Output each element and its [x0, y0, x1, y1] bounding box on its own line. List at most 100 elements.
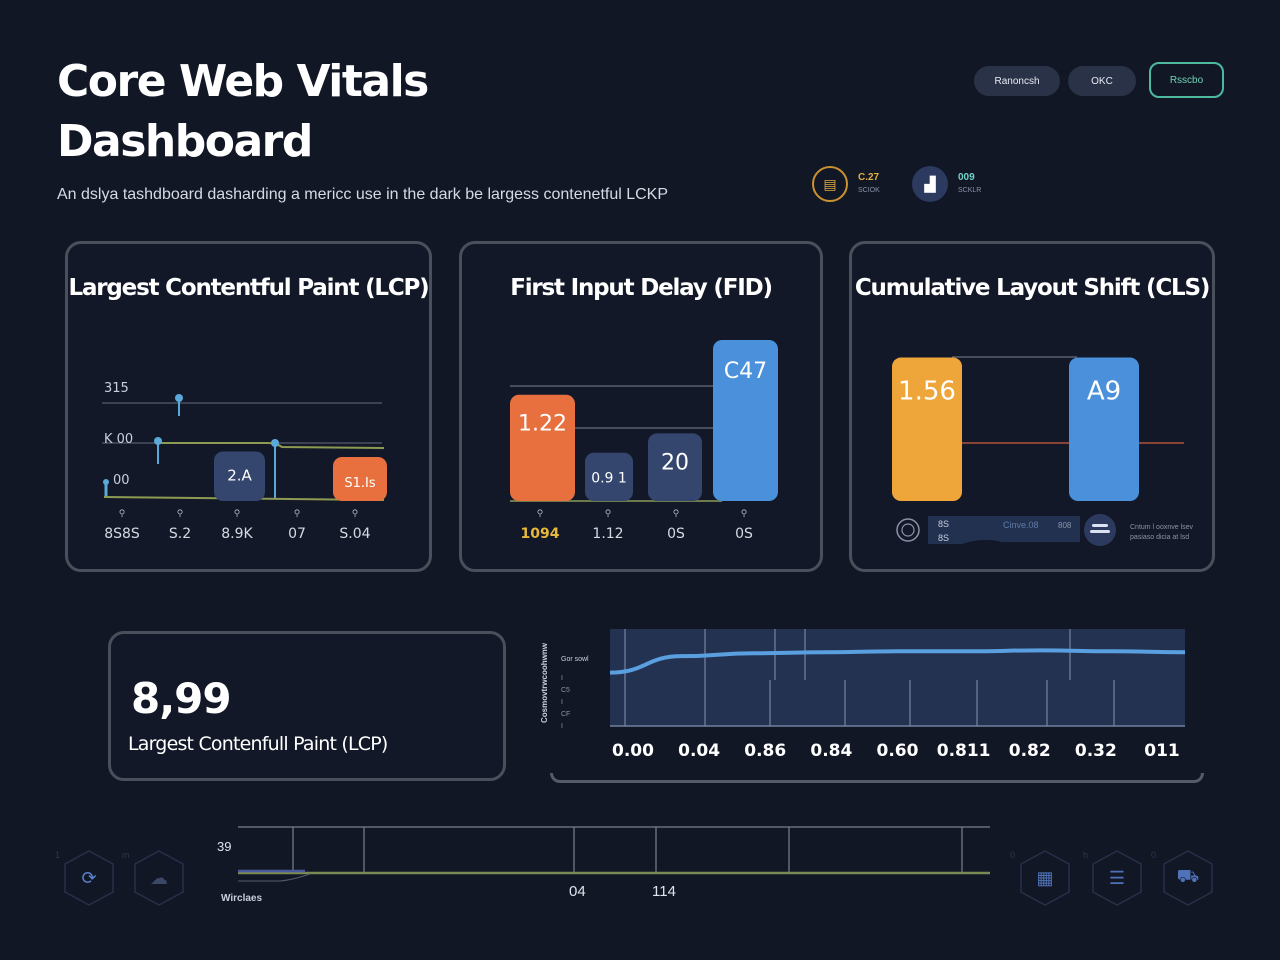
minor-tick: C5: [561, 687, 570, 694]
timeline-plot: 39 04 114 Wirclaes: [217, 826, 990, 904]
trend-x-tick: 0.811: [937, 741, 991, 761]
lcp-bar-label: 2.A: [227, 467, 252, 485]
fid-bar: [585, 452, 633, 501]
header-button-2[interactable]: OKC: [1068, 66, 1136, 96]
lcp-chart: 315 K 00 00 2.A S1.Is ⚲ 8S8S ⚲ S.2 ⚲ 8.9K ⚲ 07 ⚲ S…: [102, 381, 387, 542]
timeline-x-tick: 04: [569, 883, 586, 900]
lcp-x-icon: ⚲: [352, 508, 359, 518]
hex-tag: 0: [1010, 850, 1016, 860]
summary-label: Largest Contenfull Paint (LCP): [128, 733, 388, 755]
stack-icon: [1090, 530, 1110, 533]
y-tick: 315: [104, 381, 129, 396]
stat-chip-value: C.27: [858, 172, 880, 183]
data-point: [154, 437, 162, 445]
fid-x-icon: ⚲: [537, 508, 544, 518]
refresh-icon[interactable]: [896, 518, 920, 542]
cls-card: Cumulative Layout Shift (CLS) 1.56 A9 8S …: [849, 241, 1215, 572]
hex-outline: [134, 850, 184, 906]
trend-chart: Cosmovtrwcoohwnw Gor sowl I C5 I CF I 0.00 0.…: [540, 620, 1220, 785]
nav-table-button[interactable]: ☰: [1091, 849, 1143, 907]
nav-bag-button[interactable]: ⛟: [1162, 849, 1214, 907]
gauge-icon: ▤: [812, 166, 848, 202]
summary-card: 8,99 Largest Contenfull Paint (LCP): [108, 631, 506, 781]
lcp-card-title: Largest Contentful Paint (LCP): [68, 275, 430, 301]
header-button-3[interactable]: Rsscbo: [1149, 62, 1224, 98]
lcp-bar: [333, 457, 387, 501]
chart-icon: ▟: [912, 166, 948, 202]
footer-caption: Cntum l ooxnve lsev: [1130, 524, 1194, 531]
trend-x-tick: 0.04: [678, 741, 720, 761]
footer-text: 8S: [938, 519, 949, 529]
cls-bar-label: 1.56: [898, 377, 956, 407]
cls-bar: [892, 357, 962, 501]
minor-tick: CF: [561, 711, 570, 718]
hex-tag: 1: [55, 850, 61, 860]
trend-x-tick: 0.00: [612, 741, 654, 761]
lcp-x-icon: ⚲: [119, 508, 126, 518]
page-title: Core Web Vitals Dashboard: [57, 56, 429, 167]
fid-bar-label: 1.22: [518, 412, 567, 437]
hex-outline: [1092, 850, 1142, 906]
fid-bar-label: 0.9 1: [591, 471, 627, 487]
lcp-x-label: 8S8S: [104, 526, 140, 542]
fid-bar-label: C47: [724, 359, 767, 384]
footer-slider-track[interactable]: [928, 516, 1080, 544]
fid-x-icon: ⚲: [605, 508, 612, 518]
timeline-label: Wirclaes: [221, 893, 262, 904]
cls-chart: 1.56 A9 8S 8S Cinve.08 808 Cntum l ooxnve…: [892, 356, 1194, 546]
sync-icon: ⟳: [81, 867, 97, 888]
data-point: [103, 479, 109, 485]
lcp-bar-label: S1.Is: [344, 476, 375, 491]
trend-x-tick: 0.32: [1075, 741, 1117, 761]
timeline-y-tick: 39: [217, 839, 231, 854]
cls-bar: [1069, 357, 1139, 501]
table-icon: ☰: [1108, 867, 1126, 888]
refresh-icon-inner: [901, 523, 915, 537]
footer-value: 808: [1058, 521, 1072, 530]
lcp-x-label: S.2: [169, 526, 191, 542]
trend-x-tick: 0.82: [1009, 741, 1051, 761]
hex-outline: [1163, 850, 1213, 906]
lcp-x-label: 8.9K: [221, 526, 253, 542]
cloud-icon: ☁: [150, 867, 168, 888]
lcp-x-icon: ⚲: [177, 508, 184, 518]
hex-outline: [1020, 850, 1070, 906]
fid-bar-label: 20: [661, 450, 689, 475]
trend-legend: Gor sowl: [561, 656, 589, 663]
stat-chip-1: ▤ C.27 SCIOK: [812, 166, 880, 202]
trend-x-tick: 011: [1144, 741, 1180, 761]
fid-x-icon: ⚲: [673, 508, 680, 518]
y-tick: K 00: [104, 432, 133, 447]
stat-chip-label: SCIOK: [858, 187, 880, 194]
fid-x-label: 0S: [667, 526, 685, 542]
nav-cloud-button[interactable]: ☁: [133, 849, 185, 907]
lcp-card: Largest Contentful Paint (LCP) 315 K 00 …: [65, 241, 432, 572]
fid-x-icon: ⚲: [741, 508, 748, 518]
grid-icon: ▦: [1036, 867, 1054, 888]
fid-bar: [713, 340, 778, 501]
minor-tick: I: [561, 675, 563, 682]
bag-icon: ⛟: [1176, 866, 1200, 886]
fid-bar: [510, 394, 575, 501]
fid-x-label: 0S: [735, 526, 753, 542]
trend-frame: [550, 773, 1204, 783]
nav-grid-button[interactable]: ▦: [1019, 849, 1071, 907]
trend-plot: I C5 I CF I 0.00 0.04 0.86 0.84 0.60 0.811 0.82 0.3…: [561, 629, 1186, 761]
header-button-1[interactable]: Ranoncsh: [974, 66, 1060, 96]
fid-bar: [648, 433, 702, 501]
fid-x-label: 1094: [521, 526, 560, 542]
plot-area: [610, 629, 1185, 726]
trend-line: [609, 648, 1186, 675]
data-point-markers: [103, 394, 279, 498]
lcp-x-label: 07: [288, 526, 306, 542]
summary-value: 8,99: [131, 674, 232, 723]
trend-x-tick: 0.84: [810, 741, 852, 761]
nav-sync-button[interactable]: ⟳: [63, 849, 115, 907]
page-subtitle: An dslya tashdboard dasharding a mericc …: [57, 186, 669, 203]
hex-tag: 0: [1151, 850, 1157, 860]
timeline-trail: [238, 873, 311, 882]
cls-bar-label: A9: [1087, 377, 1121, 407]
minor-tick: I: [561, 723, 563, 730]
stat-chip-value: 009: [958, 172, 975, 183]
footer-text: Cinve.08: [1003, 520, 1039, 530]
